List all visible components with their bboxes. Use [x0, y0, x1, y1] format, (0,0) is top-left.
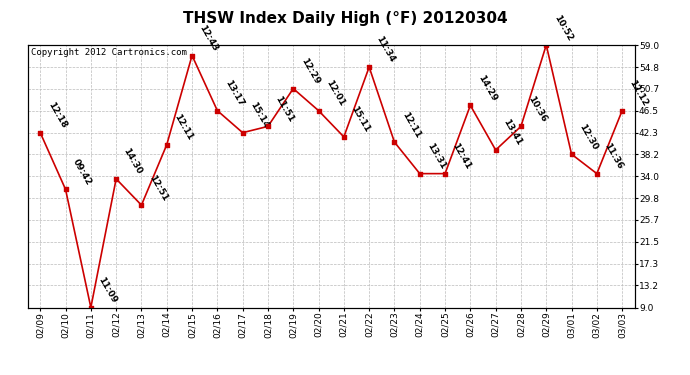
Point: [364, 64, 375, 70]
Point: [110, 176, 121, 182]
Point: [136, 202, 147, 208]
Text: THSW Index Daily High (°F) 20120304: THSW Index Daily High (°F) 20120304: [183, 11, 507, 26]
Text: 13:17: 13:17: [223, 78, 245, 108]
Point: [490, 147, 501, 153]
Point: [566, 151, 577, 157]
Point: [541, 42, 552, 48]
Point: [262, 123, 273, 129]
Point: [515, 123, 526, 129]
Point: [60, 186, 71, 192]
Text: 10:36: 10:36: [526, 94, 549, 124]
Text: 14:30: 14:30: [121, 147, 144, 176]
Text: 12:30: 12:30: [577, 122, 599, 152]
Text: 12:12: 12:12: [628, 78, 650, 108]
Text: 11:36: 11:36: [602, 141, 624, 171]
Point: [237, 130, 248, 136]
Point: [440, 171, 451, 177]
Point: [86, 304, 97, 310]
Text: 09:42: 09:42: [71, 157, 93, 187]
Text: 10:52: 10:52: [552, 13, 574, 42]
Text: 12:11: 12:11: [400, 110, 422, 140]
Point: [212, 108, 223, 114]
Point: [313, 108, 324, 114]
Text: 11:09: 11:09: [97, 275, 119, 305]
Text: 12:51: 12:51: [147, 173, 169, 202]
Point: [414, 171, 425, 177]
Point: [389, 139, 400, 145]
Text: 12:11: 12:11: [172, 112, 195, 142]
Point: [34, 130, 46, 136]
Text: 12:18: 12:18: [46, 100, 68, 130]
Point: [186, 53, 197, 58]
Point: [591, 171, 602, 177]
Point: [161, 142, 172, 148]
Text: 11:51: 11:51: [273, 94, 295, 124]
Text: 12:29: 12:29: [299, 56, 321, 86]
Text: 12:43: 12:43: [197, 23, 220, 53]
Point: [617, 108, 628, 114]
Text: 13:31: 13:31: [425, 141, 447, 171]
Text: 14:29: 14:29: [476, 73, 498, 103]
Point: [465, 102, 476, 108]
Text: 11:34: 11:34: [375, 35, 397, 64]
Text: 15:11: 15:11: [349, 105, 371, 134]
Text: 15:14: 15:14: [248, 100, 270, 130]
Point: [338, 134, 349, 140]
Text: 13:41: 13:41: [501, 118, 524, 147]
Text: 12:01: 12:01: [324, 79, 346, 108]
Text: 12:41: 12:41: [451, 141, 473, 171]
Text: Copyright 2012 Cartronics.com: Copyright 2012 Cartronics.com: [30, 48, 186, 57]
Point: [288, 86, 299, 92]
